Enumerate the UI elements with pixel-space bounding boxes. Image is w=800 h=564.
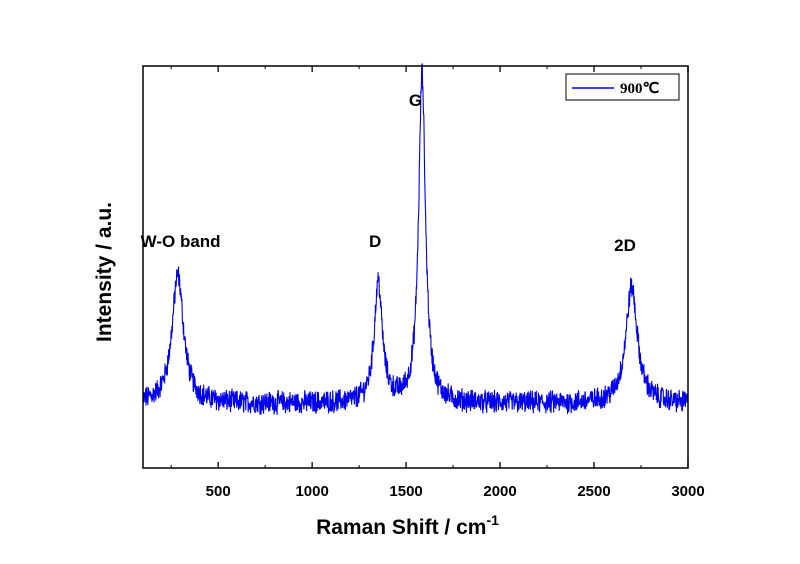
x-axis-title-superscript: -1 [486,512,499,528]
x-tick-label-2000: 2000 [483,483,516,500]
x-axis-title: Raman Shift / cm-1 [316,512,499,539]
peak-label-g: G [409,91,422,110]
peak-label-d: D [369,232,381,251]
x-tick-label-1000: 1000 [295,483,328,500]
x-axis-title-text: Raman Shift / cm [316,516,486,539]
x-tick-label-3000: 3000 [671,483,704,500]
x-tick-label-2500: 2500 [577,483,610,500]
peak-label-w-o-band: W-O band [141,232,221,251]
x-tick-label-1500: 1500 [389,483,422,500]
legend-box [565,73,680,101]
legend-label: 900℃ [620,81,660,97]
y-axis-title: Intensity / a.u. [93,202,116,342]
peak-label-2d: 2D [614,236,636,255]
plot-frame [142,65,689,469]
x-tick-label-500: 500 [206,483,231,500]
series-line-900C [142,63,689,416]
